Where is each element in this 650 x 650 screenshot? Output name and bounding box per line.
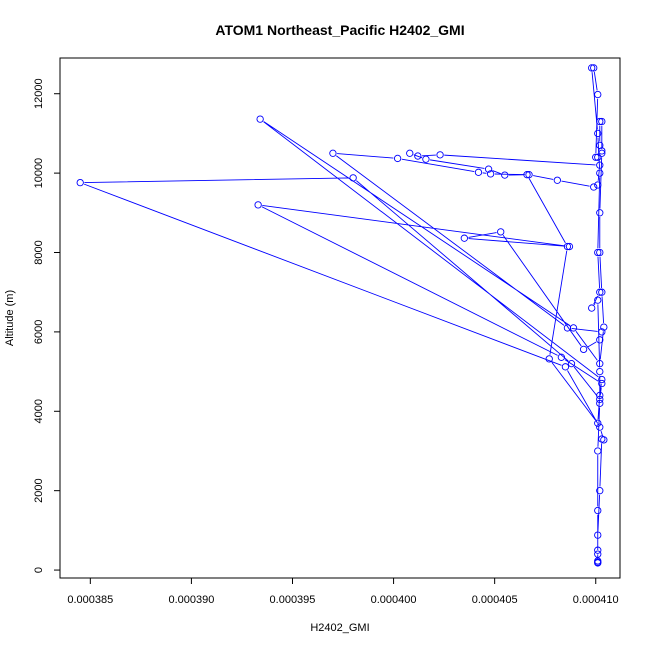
data-point bbox=[497, 228, 505, 236]
data-point bbox=[76, 178, 84, 187]
data-point bbox=[598, 379, 606, 388]
plot-area bbox=[76, 64, 608, 567]
data-point bbox=[596, 487, 604, 495]
data-point bbox=[393, 154, 402, 163]
data-point bbox=[422, 155, 430, 163]
data-point bbox=[525, 171, 533, 179]
data-point bbox=[486, 170, 495, 178]
data-point bbox=[594, 129, 602, 138]
data-point bbox=[598, 117, 606, 126]
data-point bbox=[594, 559, 602, 567]
data-point bbox=[561, 363, 570, 371]
data-point bbox=[474, 168, 483, 176]
data-point bbox=[436, 151, 444, 159]
data-point bbox=[256, 115, 264, 123]
data-point bbox=[598, 375, 606, 384]
data-point bbox=[594, 248, 602, 257]
data-point bbox=[588, 64, 596, 72]
data-point bbox=[594, 90, 602, 99]
data-point bbox=[596, 359, 604, 368]
data-point bbox=[329, 149, 337, 157]
x-tick-label: 0.000395 bbox=[270, 594, 316, 606]
x-tick-label: 0.000385 bbox=[67, 594, 113, 606]
data-point bbox=[596, 169, 604, 177]
chart-title: ATOM1 Northeast_Pacific H2402_GMI bbox=[215, 22, 464, 38]
data-point bbox=[596, 209, 604, 217]
x-tick-label: 0.000400 bbox=[371, 594, 417, 606]
data-point bbox=[523, 171, 531, 179]
data-point bbox=[565, 242, 574, 251]
data-point bbox=[594, 296, 602, 304]
y-tick-label: 0 bbox=[33, 567, 45, 573]
data-point bbox=[596, 248, 604, 257]
data-point bbox=[569, 324, 578, 332]
data-point bbox=[596, 288, 604, 296]
data-point bbox=[557, 353, 566, 361]
data-point bbox=[596, 395, 604, 404]
data-point bbox=[594, 506, 602, 515]
x-tick-label: 0.000410 bbox=[573, 594, 619, 606]
data-point bbox=[594, 550, 602, 558]
data-point bbox=[567, 359, 576, 368]
data-point bbox=[579, 345, 588, 354]
data-point bbox=[598, 328, 606, 336]
data-point bbox=[406, 149, 414, 157]
x-tick-label: 0.000405 bbox=[472, 594, 518, 606]
y-tick-label: 2000 bbox=[33, 478, 45, 502]
x-tick-label: 0.000390 bbox=[168, 594, 214, 606]
data-point bbox=[596, 161, 604, 169]
data-point bbox=[600, 436, 608, 444]
y-tick-label: 8000 bbox=[33, 240, 45, 264]
data-point bbox=[596, 336, 604, 344]
data-point bbox=[545, 355, 553, 363]
data-point bbox=[598, 149, 606, 157]
data-point bbox=[349, 174, 357, 182]
data-point bbox=[594, 447, 602, 455]
data-point bbox=[598, 147, 606, 155]
data-point bbox=[594, 181, 602, 189]
data-point bbox=[484, 165, 493, 173]
data-point bbox=[588, 304, 596, 312]
data-point bbox=[594, 153, 602, 161]
data-point bbox=[592, 153, 600, 161]
data-point bbox=[590, 64, 598, 72]
plot-frame bbox=[59, 57, 621, 579]
data-point bbox=[596, 117, 604, 126]
y-tick-label: 4000 bbox=[33, 399, 45, 423]
data-point bbox=[596, 423, 604, 431]
data-point bbox=[596, 399, 604, 407]
data-point bbox=[414, 152, 422, 160]
y-axis-label: Altitude (m) bbox=[4, 290, 16, 346]
data-point bbox=[254, 201, 262, 209]
y-tick-label: 12000 bbox=[33, 78, 45, 109]
data-point bbox=[594, 531, 602, 539]
data-point bbox=[594, 419, 602, 427]
series-line bbox=[83, 72, 605, 559]
data-point bbox=[590, 183, 598, 191]
data-point bbox=[460, 234, 468, 242]
data-point bbox=[596, 391, 604, 400]
y-tick-label: 10000 bbox=[33, 158, 45, 189]
data-point bbox=[553, 176, 561, 184]
data-point bbox=[563, 242, 572, 251]
data-point bbox=[501, 171, 509, 179]
axes: 0.000385 0.000390 0.000395 0.000400 0.000405… bbox=[33, 57, 621, 606]
data-point bbox=[596, 367, 604, 376]
x-axis-label: H2402_GMI bbox=[310, 622, 369, 634]
data-point bbox=[594, 546, 602, 554]
data-point bbox=[598, 288, 606, 296]
data-point bbox=[600, 323, 608, 331]
y-tick-label: 6000 bbox=[33, 320, 45, 344]
